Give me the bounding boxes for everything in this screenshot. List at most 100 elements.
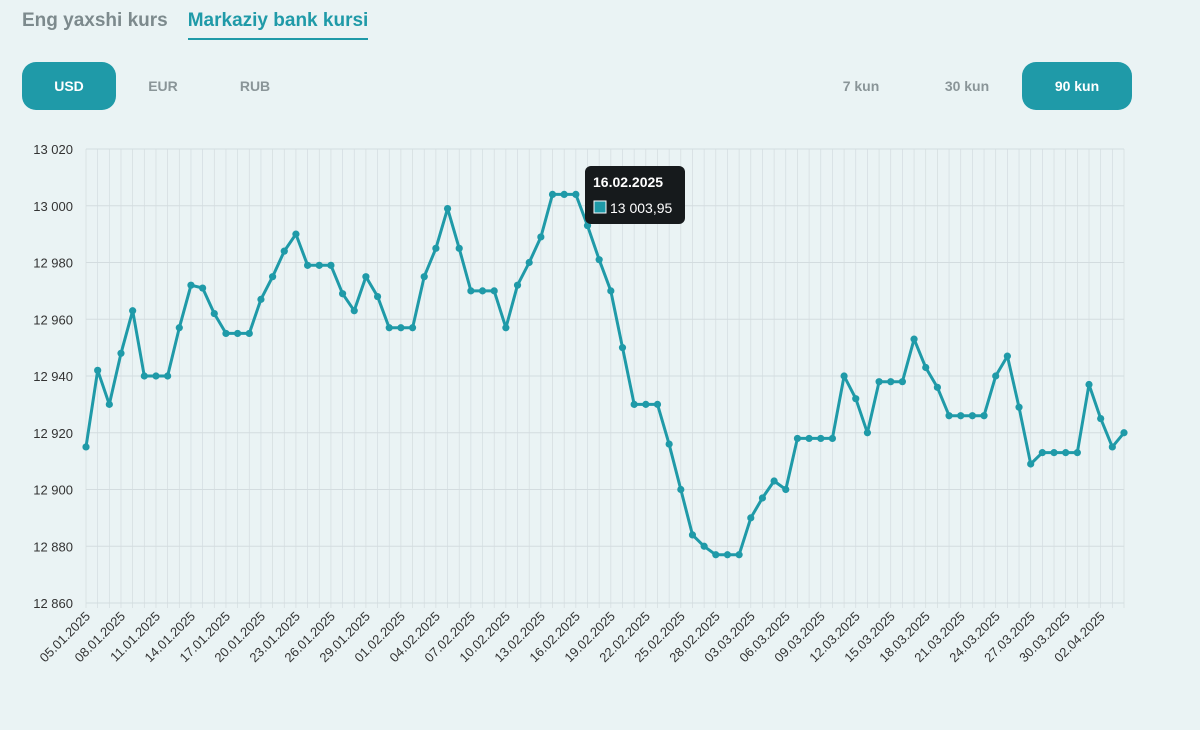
data-point[interactable] [1120, 429, 1128, 437]
data-point[interactable] [420, 273, 428, 281]
data-point[interactable] [467, 287, 475, 295]
data-point[interactable] [957, 412, 965, 420]
data-point[interactable] [222, 329, 230, 338]
data-point[interactable] [887, 378, 895, 386]
data-point[interactable] [175, 324, 183, 332]
data-point[interactable] [129, 307, 137, 315]
data-point[interactable] [735, 551, 743, 559]
data-point[interactable] [432, 244, 440, 252]
data-point[interactable] [443, 204, 452, 213]
data-point[interactable] [898, 378, 907, 386]
data-point[interactable] [723, 551, 732, 559]
y-tick-label: 12 940 [33, 369, 73, 384]
data-point[interactable] [373, 292, 382, 301]
data-point[interactable] [677, 485, 685, 494]
data-point[interactable] [234, 329, 242, 338]
data-point[interactable] [968, 412, 976, 420]
data-point[interactable] [548, 190, 557, 198]
data-point[interactable] [1085, 380, 1093, 389]
data-point[interactable] [292, 230, 300, 238]
data-point[interactable] [1062, 449, 1070, 457]
data-point[interactable] [397, 324, 405, 332]
data-point[interactable] [1097, 414, 1105, 423]
data-point[interactable] [152, 372, 160, 380]
data-point[interactable] [945, 412, 953, 420]
data-point[interactable] [817, 434, 825, 443]
data-point[interactable] [105, 400, 113, 408]
data-point[interactable] [933, 383, 941, 391]
data-point[interactable] [408, 324, 417, 332]
period-7-days-button[interactable]: 7 kun [842, 78, 880, 94]
data-point[interactable] [199, 284, 207, 292]
data-point[interactable] [840, 372, 848, 380]
data-point[interactable] [630, 400, 638, 408]
data-point[interactable] [338, 290, 347, 298]
data-point[interactable] [117, 349, 125, 357]
data-point[interactable] [1015, 403, 1023, 411]
data-point[interactable] [187, 281, 195, 289]
data-point[interactable] [140, 372, 148, 380]
data-point[interactable] [770, 477, 778, 485]
data-point[interactable] [572, 190, 580, 198]
period-90-days-button[interactable]: 90 kun [1022, 62, 1132, 110]
data-point[interactable] [1073, 449, 1081, 457]
data-point[interactable] [94, 366, 102, 374]
data-point[interactable] [1038, 449, 1046, 457]
data-point[interactable] [642, 400, 650, 408]
data-point[interactable] [595, 256, 603, 264]
data-point[interactable] [164, 372, 172, 380]
data-point[interactable] [922, 363, 930, 372]
data-point[interactable] [653, 400, 662, 408]
data-point[interactable] [852, 395, 860, 403]
data-point[interactable] [537, 233, 545, 241]
data-point[interactable] [502, 324, 510, 332]
data-point[interactable] [1027, 460, 1035, 468]
currency-eur-button[interactable]: EUR [148, 78, 178, 94]
data-point[interactable] [315, 261, 323, 269]
data-point[interactable] [910, 335, 918, 343]
data-point[interactable] [805, 434, 813, 443]
data-point[interactable] [1108, 443, 1116, 451]
data-point[interactable] [478, 287, 487, 295]
currency-rub-button[interactable]: RUB [239, 78, 271, 94]
data-point[interactable] [863, 429, 872, 437]
data-point[interactable] [1003, 352, 1011, 360]
data-point[interactable] [257, 295, 265, 303]
data-point[interactable] [245, 329, 253, 338]
data-point[interactable] [607, 287, 615, 295]
data-point[interactable] [490, 287, 498, 295]
data-point[interactable] [82, 443, 90, 451]
data-point[interactable] [362, 273, 370, 281]
y-tick-label: 12 960 [33, 312, 73, 327]
data-point[interactable] [875, 378, 883, 386]
data-point[interactable] [280, 247, 288, 255]
data-point[interactable] [513, 281, 522, 289]
data-point[interactable] [210, 309, 218, 318]
data-point[interactable] [782, 485, 790, 494]
data-point[interactable] [665, 440, 673, 448]
data-point[interactable] [758, 494, 767, 502]
tab-central-bank-rate[interactable]: Markaziy bank kursi [187, 10, 369, 40]
data-point[interactable] [525, 258, 533, 267]
data-point[interactable] [327, 261, 335, 269]
data-point[interactable] [303, 261, 312, 269]
data-point[interactable] [583, 222, 592, 230]
data-point[interactable] [455, 244, 463, 252]
data-point[interactable] [560, 190, 568, 198]
data-point[interactable] [269, 273, 277, 281]
data-point[interactable] [992, 372, 1000, 380]
data-point[interactable] [980, 412, 988, 420]
data-point[interactable] [385, 324, 393, 332]
data-point[interactable] [1050, 449, 1058, 457]
data-point[interactable] [747, 514, 755, 522]
data-point[interactable] [793, 434, 802, 443]
data-point[interactable] [712, 551, 720, 559]
data-point[interactable] [688, 531, 697, 539]
data-point[interactable] [618, 344, 627, 352]
data-point[interactable] [700, 542, 708, 550]
tab-best-rate[interactable]: Eng yaxshi kurs [22, 10, 168, 31]
data-point[interactable] [350, 307, 358, 315]
data-point[interactable] [828, 434, 837, 443]
period-30-days-button[interactable]: 30 kun [944, 78, 990, 94]
currency-usd-button[interactable]: USD [22, 62, 116, 110]
